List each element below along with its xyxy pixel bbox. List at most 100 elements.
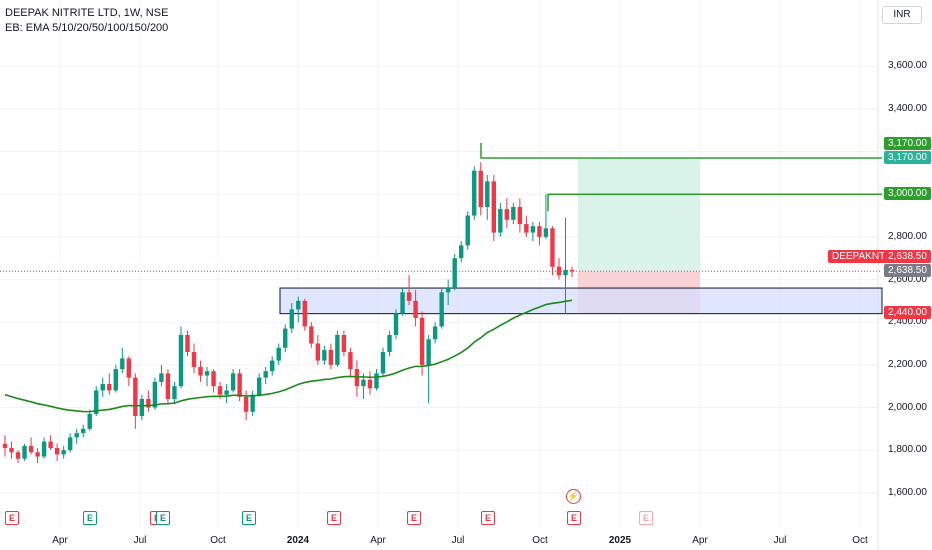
time-axis-label: 2024	[286, 535, 310, 546]
price-axis-label: 2,600.00	[888, 273, 927, 285]
indicator-title[interactable]: EB: EMA 5/10/20/50/100/150/200	[5, 22, 169, 34]
ticker-tag[interactable]: DEEPAKNTR	[828, 250, 897, 264]
candle-body	[198, 366, 203, 376]
candle-body	[550, 228, 555, 267]
candle-body	[445, 288, 451, 293]
earnings-event-icon[interactable]: E	[407, 511, 421, 525]
candle-body	[380, 352, 386, 374]
candle-body	[276, 347, 281, 361]
stop-price-tag[interactable]: 2,440.00	[884, 305, 931, 319]
candle-body	[452, 258, 457, 289]
candle-body	[87, 413, 92, 429]
last-price-tag[interactable]: 2,638.50	[884, 250, 931, 264]
candle-body	[315, 343, 321, 361]
candle-body	[243, 396, 249, 412]
target-price-tag[interactable]: 3,170.00	[884, 136, 931, 150]
candle-body	[107, 384, 112, 391]
candle-body	[393, 313, 399, 335]
candle-body	[263, 371, 268, 378]
price-axis-label: 2,200.00	[888, 358, 927, 370]
candle-body	[178, 334, 184, 387]
candle-body	[133, 377, 138, 417]
candle-body	[67, 437, 73, 451]
candle-body	[335, 334, 340, 365]
candle-body	[204, 371, 210, 376]
time-axis-label: Apr	[52, 535, 68, 546]
candle-body	[100, 384, 105, 391]
candle-body	[237, 373, 242, 397]
candle-body	[211, 371, 216, 387]
candle-body	[22, 445, 27, 459]
earnings-event-icon[interactable]: E	[567, 511, 581, 525]
candle-body	[9, 448, 14, 453]
candle-body	[322, 349, 327, 361]
candle-body	[185, 334, 190, 353]
level-price-tag[interactable]: 3,000.00	[884, 187, 931, 201]
target-price-tag-alt[interactable]: 3,170.00	[884, 150, 931, 164]
earnings-event-icon[interactable]: E	[327, 511, 341, 525]
candle-body	[296, 300, 301, 310]
candle-body	[126, 358, 132, 378]
candle-body	[139, 398, 145, 417]
candle-body	[217, 386, 223, 395]
candle-body	[354, 369, 360, 387]
candle-body	[224, 390, 229, 395]
earnings-event-icon[interactable]: E	[639, 511, 653, 525]
candle-body	[517, 206, 523, 225]
profit-zone	[578, 157, 700, 272]
candle-body	[406, 292, 412, 301]
candle-body	[191, 352, 197, 367]
currency-selector[interactable]: INR	[882, 6, 922, 24]
price-axis-label: 1,600.00	[888, 486, 927, 498]
candle-body	[48, 441, 53, 449]
time-axis-label: Oct	[532, 535, 548, 546]
earnings-event-icon[interactable]: E	[481, 511, 495, 525]
candle-body	[328, 349, 334, 365]
candle-body	[94, 390, 99, 414]
candle-body	[530, 226, 536, 233]
level-3000-line	[547, 193, 882, 212]
entry-price-tag[interactable]: 2,638.50	[884, 264, 931, 278]
time-axis-label: Apr	[692, 535, 708, 546]
candle-body	[400, 292, 405, 314]
lightning-icon[interactable]: ⚡	[566, 489, 581, 504]
candle-body	[485, 181, 490, 207]
earnings-event-icon[interactable]: E	[156, 511, 170, 525]
time-axis-label: Oct	[210, 535, 226, 546]
candle-body	[556, 266, 562, 276]
earnings-event-icon[interactable]: E	[83, 511, 97, 525]
candle-body	[361, 379, 366, 387]
candle-body	[81, 428, 86, 434]
candle-body	[61, 450, 66, 455]
candle-body	[511, 206, 516, 220]
candle-body	[426, 339, 431, 365]
symbol-title[interactable]: DEEPAK NITRITE LTD, 1W, NSE	[5, 7, 169, 19]
candle-body	[159, 373, 164, 382]
price-axis-label: 2,000.00	[888, 401, 927, 413]
candle-body	[250, 394, 255, 412]
candle-body	[472, 170, 477, 216]
price-axis-label: 3,600.00	[888, 60, 927, 72]
candle-body	[387, 334, 392, 353]
candle-body	[152, 381, 158, 408]
candle-body	[28, 445, 34, 453]
candle-body	[413, 300, 418, 318]
price-axis-label: 3,400.00	[888, 102, 927, 114]
candle-body	[15, 452, 21, 459]
earnings-event-icon[interactable]: E	[5, 511, 19, 525]
candle-body	[256, 377, 262, 395]
candle-body	[367, 379, 373, 389]
candle-body	[348, 352, 353, 370]
time-axis-label: Oct	[852, 535, 868, 546]
time-axis-label: Jul	[133, 535, 147, 546]
price-axis-label: 2,800.00	[888, 230, 927, 242]
time-axis-label: Apr	[370, 535, 386, 546]
earnings-event-icon[interactable]: E	[242, 511, 256, 525]
candle-body	[569, 269, 575, 272]
candle-body	[439, 292, 444, 327]
candle-body	[289, 309, 294, 329]
candle-body	[524, 224, 529, 233]
demand-zone	[279, 287, 883, 315]
time-axis-label: Jul	[451, 535, 465, 546]
